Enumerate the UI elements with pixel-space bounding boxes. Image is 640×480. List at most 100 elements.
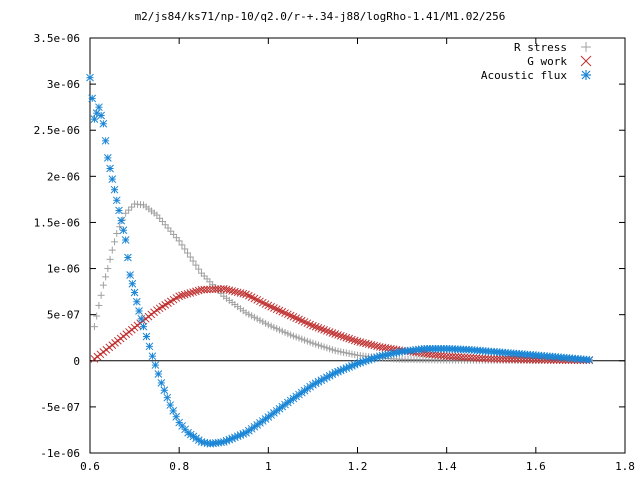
data-point-acoustic-flux xyxy=(112,196,121,205)
interp-point-acoustic-flux xyxy=(154,370,163,378)
interp-point-g-work xyxy=(192,287,200,296)
interp-point-acoustic-flux xyxy=(582,355,591,364)
data-point-acoustic-flux xyxy=(103,154,112,162)
interp-point-g-work xyxy=(236,289,245,297)
data-point-acoustic-flux xyxy=(130,288,139,297)
chart-title: m2/js84/ks71/np-10/q2.0/r-+.34-j88/logRh… xyxy=(134,10,506,23)
interp-point-acoustic-flux xyxy=(145,342,154,351)
interp-point-r-stress xyxy=(178,241,186,249)
interp-point-r-stress xyxy=(137,201,145,209)
data-point-acoustic-flux xyxy=(108,175,117,183)
y-tick-label: 3e-06 xyxy=(47,78,80,91)
legend-marker-plus xyxy=(581,42,591,52)
interp-point-r-stress xyxy=(116,223,124,231)
interp-point-r-stress xyxy=(186,253,194,261)
interp-point-g-work xyxy=(469,353,478,362)
legend-label-r-stress: R stress xyxy=(514,40,567,54)
interp-point-acoustic-flux xyxy=(160,386,169,395)
interp-point-g-work xyxy=(475,354,484,363)
interp-point-r-stress xyxy=(184,249,192,257)
interp-point-acoustic-flux xyxy=(106,164,114,173)
data-point-acoustic-flux xyxy=(95,103,103,112)
data-point-r-stress xyxy=(113,230,121,238)
interp-point-r-stress xyxy=(111,238,119,246)
interp-point-r-stress xyxy=(239,307,247,315)
legend-item-g-work: G work xyxy=(481,54,595,68)
data-point-acoustic-flux xyxy=(99,119,108,128)
interp-point-g-work xyxy=(345,334,353,343)
x-tick-label: 0.6 xyxy=(80,460,100,473)
interp-point-r-stress xyxy=(351,351,359,359)
x-tick-label: 1.4 xyxy=(437,460,457,473)
interp-point-g-work xyxy=(180,290,189,299)
interp-point-r-stress xyxy=(484,356,492,364)
interp-point-acoustic-flux xyxy=(529,351,537,359)
plot-frame xyxy=(89,37,626,454)
data-point-r-stress xyxy=(99,281,107,289)
interp-point-g-work xyxy=(105,343,114,352)
interp-point-g-work xyxy=(172,294,181,302)
legend-label-g-work: G work xyxy=(527,54,567,68)
interp-point-acoustic-flux xyxy=(239,430,248,438)
interp-point-g-work xyxy=(127,325,136,334)
interp-point-r-stress xyxy=(93,312,101,320)
y-tick-label: 1.5e-06 xyxy=(34,216,80,229)
interp-point-g-work xyxy=(496,355,505,363)
interp-point-g-work xyxy=(448,352,457,361)
interp-point-r-stress xyxy=(192,261,200,269)
data-point-acoustic-flux xyxy=(157,379,166,387)
x-tick-label: 1.2 xyxy=(348,460,368,473)
interp-point-g-work xyxy=(186,289,195,297)
interp-point-g-work xyxy=(445,352,454,361)
data-point-r-stress xyxy=(104,265,112,273)
interp-point-r-stress xyxy=(97,291,105,299)
interp-point-g-work xyxy=(311,322,320,331)
interp-point-acoustic-flux xyxy=(124,253,132,262)
legend-marker-x xyxy=(580,55,592,67)
interp-point-r-stress xyxy=(106,255,114,263)
interp-point-g-work xyxy=(466,353,475,362)
interp-point-acoustic-flux xyxy=(142,332,151,341)
interp-point-r-stress xyxy=(172,234,180,242)
interp-point-r-stress xyxy=(328,346,336,354)
interp-point-acoustic-flux xyxy=(115,206,123,215)
interp-point-acoustic-flux xyxy=(151,361,160,369)
interp-point-g-work xyxy=(463,353,472,362)
data-point-g-work xyxy=(331,330,340,338)
interp-point-g-work xyxy=(325,328,334,336)
interp-point-acoustic-flux xyxy=(132,297,141,306)
legend-marker-star xyxy=(581,70,591,80)
interp-point-g-work xyxy=(306,320,314,329)
interp-point-g-work xyxy=(189,288,197,297)
x-tick-label: 0.8 xyxy=(169,460,189,473)
legend-item-acoustic-flux: Acoustic flux xyxy=(481,68,595,82)
interp-point-g-work xyxy=(322,327,331,335)
data-point-g-work xyxy=(487,355,496,363)
y-tick-label: 1e-06 xyxy=(47,263,80,276)
data-point-acoustic-flux xyxy=(86,73,94,82)
interp-point-g-work xyxy=(328,329,337,337)
interp-point-g-work xyxy=(320,326,328,334)
interp-point-acoustic-flux xyxy=(97,111,105,120)
x-tick-label: 1 xyxy=(265,460,272,473)
y-tick-label: 2.5e-06 xyxy=(34,124,80,137)
legend-item-r-stress: R stress xyxy=(481,40,595,54)
interp-point-acoustic-flux xyxy=(119,226,128,235)
interp-point-g-work xyxy=(150,308,158,317)
interp-point-acoustic-flux xyxy=(163,393,172,402)
interp-point-g-work xyxy=(454,353,463,361)
interp-point-acoustic-flux xyxy=(110,185,119,194)
interp-point-acoustic-flux xyxy=(128,279,137,288)
interp-point-acoustic-flux xyxy=(373,353,381,361)
interp-point-g-work xyxy=(336,332,345,340)
interp-point-g-work xyxy=(493,355,502,363)
interp-point-acoustic-flux xyxy=(137,314,146,323)
interp-point-acoustic-flux xyxy=(88,94,97,103)
interp-point-r-stress xyxy=(128,203,136,211)
data-point-acoustic-flux xyxy=(117,216,126,225)
interp-point-r-stress xyxy=(262,319,270,327)
interp-point-g-work xyxy=(314,323,323,332)
interp-point-r-stress xyxy=(125,206,133,214)
interp-point-g-work xyxy=(451,352,460,361)
